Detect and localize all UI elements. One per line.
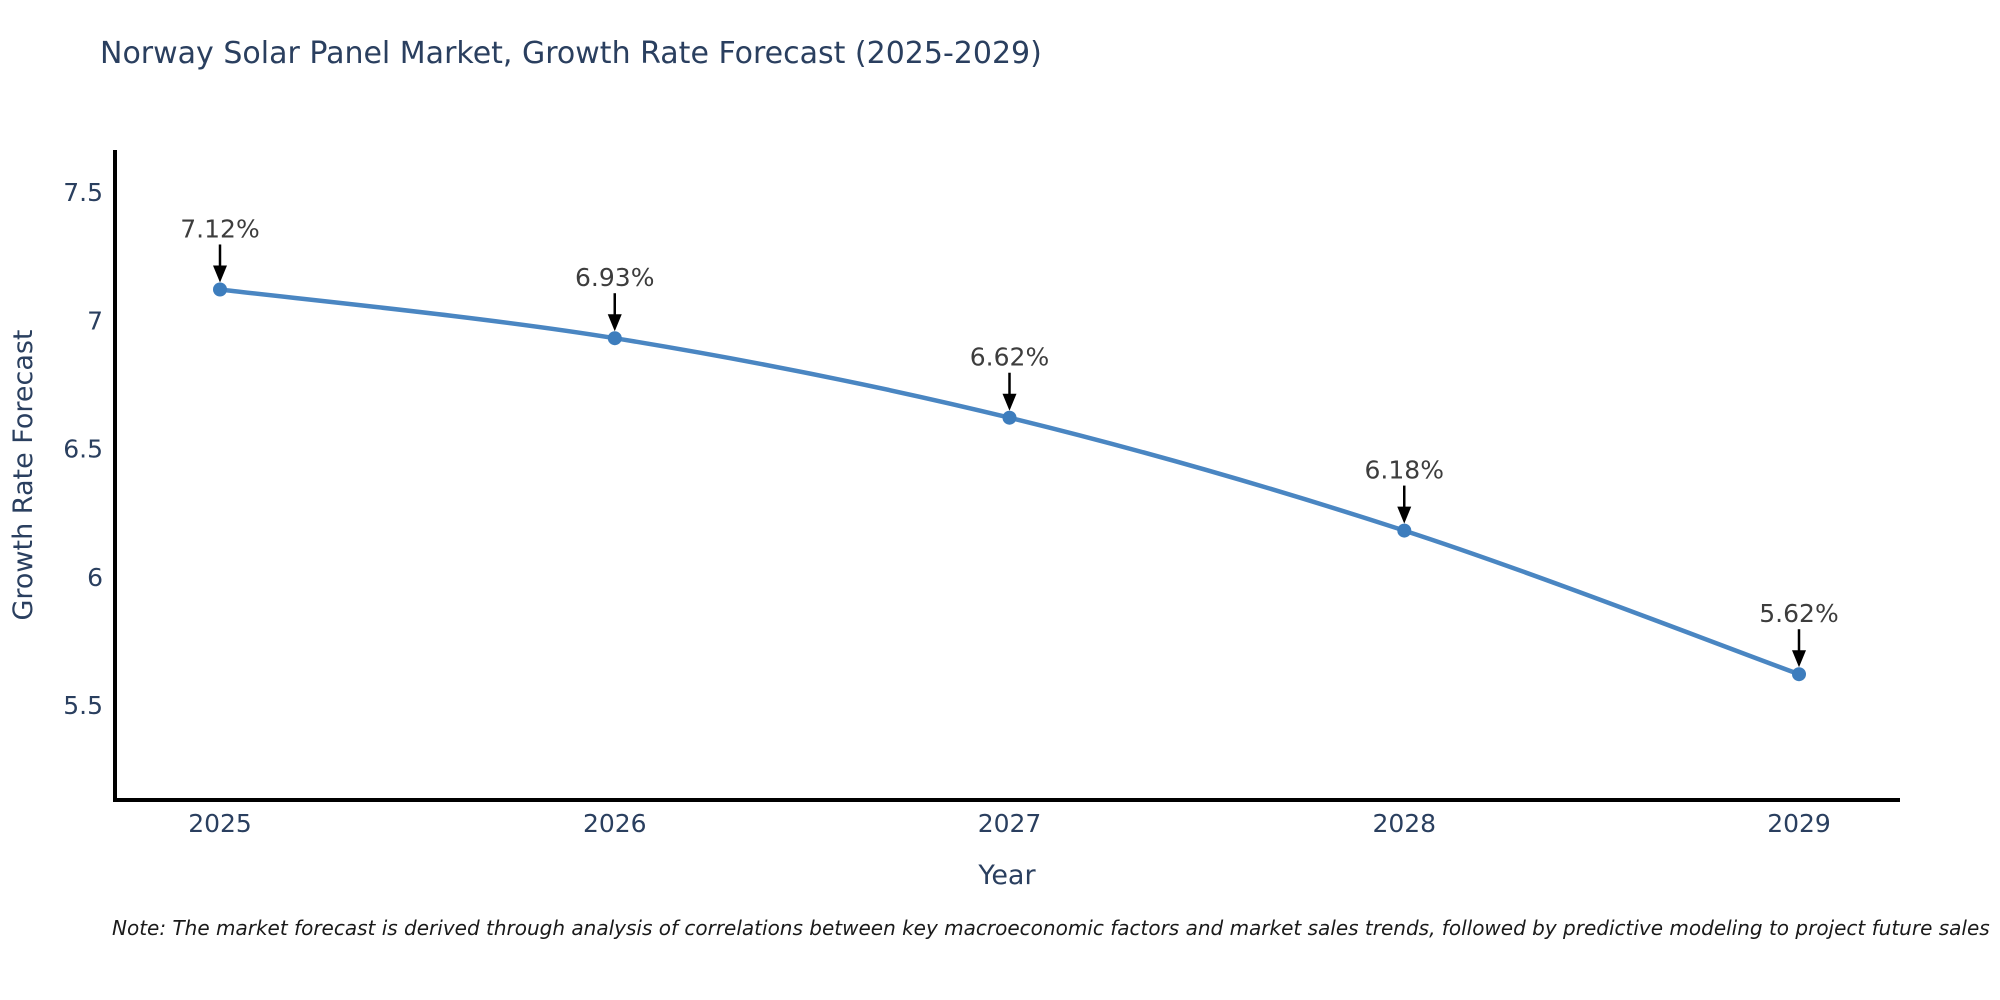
data-point-marker[interactable]: [213, 282, 227, 297]
data-point-label: 5.62%: [1759, 599, 1838, 628]
chart-title: Norway Solar Panel Market, Growth Rate F…: [100, 36, 1042, 71]
annotation-arrowhead: [1397, 506, 1412, 524]
point-annotations: 7.12% 6.93% 6.62% 6.18% 5.62%: [180, 214, 1839, 668]
x-tick-label: 2026: [583, 809, 647, 838]
data-point-marker[interactable]: [1002, 410, 1017, 425]
x-tick-label: 2027: [978, 809, 1042, 838]
data-point-label: 6.93%: [575, 263, 654, 292]
x-tick-label: 2029: [1767, 809, 1831, 838]
y-axis-tick-labels: 7.5 7 6.5 6 5.5: [63, 178, 103, 720]
data-point-label: 6.62%: [970, 343, 1049, 372]
annotation-arrowhead: [213, 265, 227, 283]
y-tick-label: 7: [87, 306, 103, 335]
forecast-line-series: [213, 282, 1806, 682]
x-tick-label: 2025: [188, 809, 252, 838]
data-point-marker[interactable]: [1397, 523, 1412, 538]
footnote: Note: The market forecast is derived thr…: [112, 916, 1990, 940]
data-point-marker[interactable]: [1792, 667, 1806, 682]
annotation-arrowhead: [1792, 650, 1806, 668]
y-tick-label: 5.5: [63, 691, 103, 720]
data-point-marker[interactable]: [607, 331, 622, 346]
data-point-label: 6.18%: [1365, 456, 1444, 485]
axis-spines: [113, 150, 1900, 802]
y-tick-label: 6.5: [63, 435, 103, 464]
y-tick-label: 6: [87, 563, 103, 592]
annotation-arrowhead: [607, 314, 622, 332]
x-axis-title: Year: [977, 860, 1036, 891]
annotation-arrowhead: [1002, 393, 1017, 411]
x-axis-tick-labels: 2025 2026 2027 2028 2029: [188, 809, 1831, 838]
y-tick-label: 7.5: [63, 178, 103, 207]
x-tick-label: 2028: [1372, 809, 1436, 838]
y-axis-title: Growth Rate Forecast: [8, 329, 39, 620]
data-point-label: 7.12%: [180, 214, 259, 243]
